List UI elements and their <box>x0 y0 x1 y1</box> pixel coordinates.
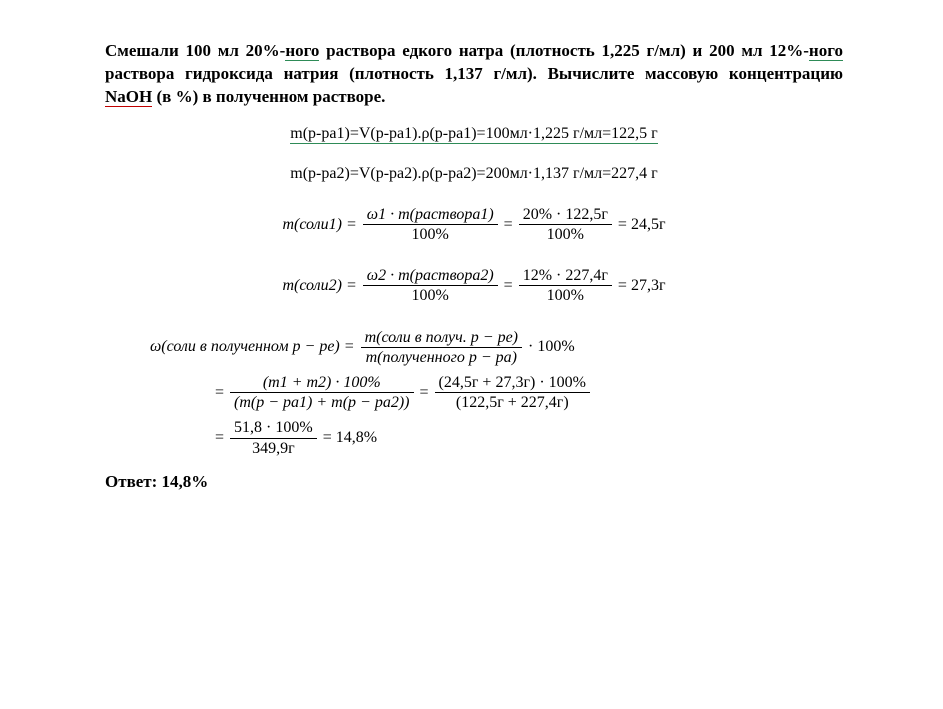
salt1-frac2: 20% · 122,5г 100% <box>519 205 612 244</box>
problem-seg4: ного <box>809 41 843 61</box>
salt2-den1: 100% <box>363 286 498 305</box>
problem-statement: Смешали 100 мл 20%-ного раствора едкого … <box>105 40 843 109</box>
salt1-lhs: m(соли1) = <box>282 216 356 234</box>
step3-frac: 51,8 · 100% 349,9г <box>230 418 317 457</box>
problem-seg6: NaOH <box>105 87 152 107</box>
salt2-den2: 100% <box>519 286 612 305</box>
eq-sign: = <box>504 277 513 295</box>
step3-num: 51,8 · 100% <box>230 418 317 438</box>
salt2-num1: ω2 · m(раствора2) <box>363 266 498 286</box>
problem-seg7: (в %) в полученном растворе. <box>152 87 385 106</box>
omega-den: m(полученного р − ра) <box>361 348 522 367</box>
omega-lhs: ω(соли в полученном р − ре) = <box>150 338 355 356</box>
salt1-res: = 24,5г <box>618 216 666 234</box>
salt2-frac2: 12% · 227,4г 100% <box>519 266 612 305</box>
step2-num1: (m1 + m2) · 100% <box>230 373 413 393</box>
answer-line: Ответ: 14,8% <box>105 472 843 492</box>
salt1-equation: m(соли1) = ω1 · m(раствора1) 100% = 20% … <box>105 205 843 244</box>
m2-text: m(р-ра2)=V(р-ра2).ρ(р-ра2)=200мл·1,137 г… <box>290 165 657 182</box>
salt1-num2: 20% · 122,5г <box>519 205 612 225</box>
step2-equation: = (m1 + m2) · 100% (m(р − ра1) + m(р − р… <box>105 373 843 412</box>
step2-eq2: = <box>420 384 429 402</box>
problem-seg2: ного <box>285 41 319 61</box>
step3-equation: = 51,8 · 100% 349,9г = 14,8% <box>105 418 843 457</box>
salt2-res: = 27,3г <box>618 277 666 295</box>
step2-den1: (m(р − ра1) + m(р − ра2)) <box>230 393 413 412</box>
salt1-num1: ω1 · m(раствора1) <box>363 205 498 225</box>
step2-eq1: = <box>215 384 224 402</box>
step2-den2: (122,5г + 227,4г) <box>435 393 590 412</box>
salt1-frac1: ω1 · m(раствора1) 100% <box>363 205 498 244</box>
m1-text: m(р-ра1)=V(р-ра1).ρ(р-ра1)=100мл·1,225 г… <box>290 125 657 144</box>
step3-res: = 14,8% <box>323 429 377 447</box>
mass-line-2: m(р-ра2)=V(р-ра2).ρ(р-ра2)=200мл·1,137 г… <box>105 165 843 183</box>
step3-den: 349,9г <box>230 439 317 458</box>
salt1-den1: 100% <box>363 225 498 244</box>
step2-num2: (24,5г + 27,3г) · 100% <box>435 373 590 393</box>
step2-frac2: (24,5г + 27,3г) · 100% (122,5г + 227,4г) <box>435 373 590 412</box>
salt2-frac1: ω2 · m(раствора2) 100% <box>363 266 498 305</box>
problem-seg5: раствора гидроксида натрия (плотность 1,… <box>105 64 843 83</box>
page: Смешали 100 мл 20%-ного раствора едкого … <box>0 0 943 492</box>
problem-seg3: раствора едкого натра (плотность 1,225 г… <box>319 41 809 60</box>
omega-num: m(соли в получ. р − ре) <box>361 328 522 348</box>
step3-eq: = <box>215 429 224 447</box>
mass-line-1: m(р-ра1)=V(р-ра1).ρ(р-ра1)=100мл·1,225 г… <box>105 125 843 143</box>
eq-sign: = <box>504 216 513 234</box>
omega-equation: ω(соли в полученном р − ре) = m(соли в п… <box>105 328 843 367</box>
salt2-equation: m(соли2) = ω2 · m(раствора2) 100% = 12% … <box>105 266 843 305</box>
salt1-den2: 100% <box>519 225 612 244</box>
omega-frac: m(соли в получ. р − ре) m(полученного р … <box>361 328 522 367</box>
omega-tail: · 100% <box>528 338 575 356</box>
salt2-num2: 12% · 227,4г <box>519 266 612 286</box>
problem-seg1: Смешали 100 мл 20%- <box>105 41 285 60</box>
step2-frac1: (m1 + m2) · 100% (m(р − ра1) + m(р − ра2… <box>230 373 413 412</box>
salt2-lhs: m(соли2) = <box>282 277 356 295</box>
